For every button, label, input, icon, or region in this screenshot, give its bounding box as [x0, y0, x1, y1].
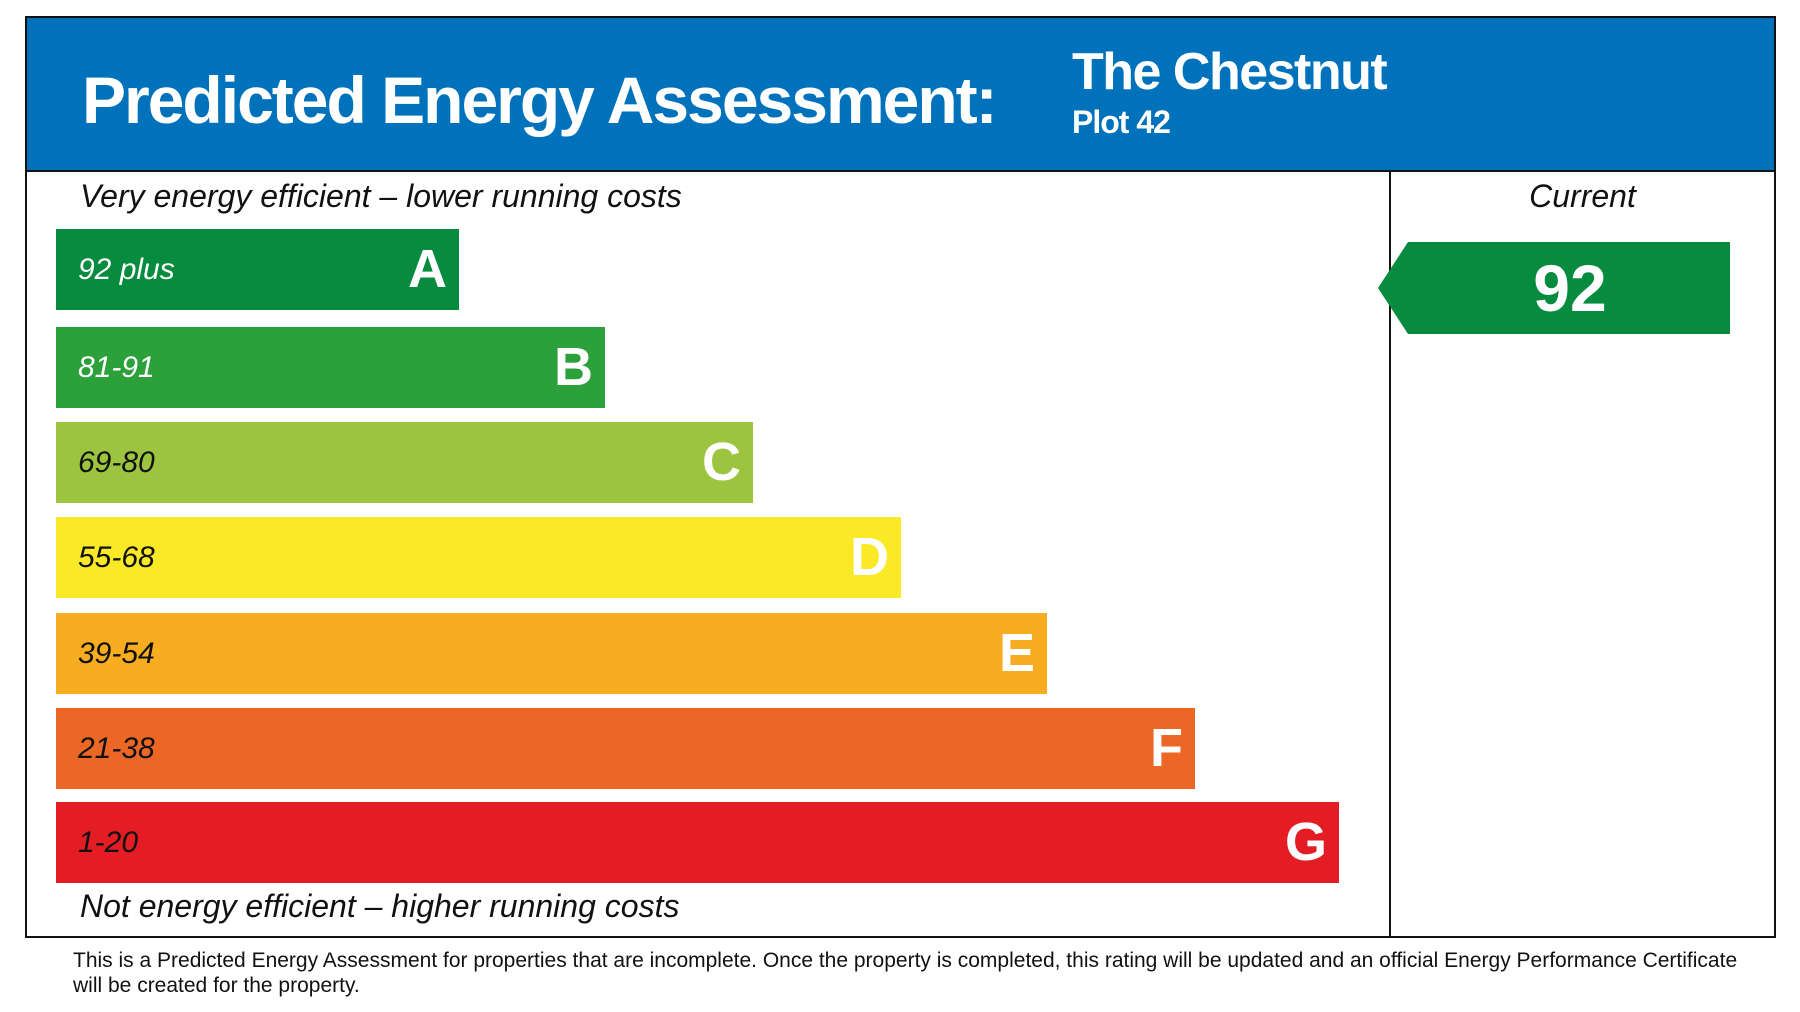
- header: Predicted Energy Assessment: The Chestnu…: [27, 18, 1774, 172]
- bottom-caption: Not energy efficient – higher running co…: [80, 888, 680, 924]
- column-divider: [1389, 172, 1391, 936]
- band-letter: B: [554, 337, 593, 397]
- band-f: 21-38 F: [56, 708, 1195, 789]
- band-range: 92 plus: [78, 253, 175, 286]
- energy-assessment-panel: Predicted Energy Assessment: The Chestnu…: [25, 16, 1776, 938]
- band-letter: G: [1284, 812, 1327, 872]
- band-e: 39-54 E: [56, 613, 1047, 694]
- current-rating-value: 92: [1533, 251, 1607, 325]
- band-letter: D: [850, 527, 889, 587]
- band-range: 21-38: [78, 732, 155, 765]
- band-d: 55-68 D: [56, 517, 901, 598]
- band-letter: F: [1150, 718, 1183, 778]
- band-range: 1-20: [78, 826, 139, 859]
- current-rating-arrow: [1378, 242, 1730, 334]
- band-a: 92 plus A: [56, 229, 459, 310]
- band-b: 81-91 B: [56, 327, 605, 408]
- top-caption: Very energy efficient – lower running co…: [80, 178, 682, 214]
- band-range: 69-80: [78, 446, 155, 479]
- band-letter: E: [998, 623, 1035, 683]
- property-name: The Chestnut: [1072, 43, 1388, 101]
- current-label: Current: [1529, 178, 1636, 214]
- page-title: Predicted Energy Assessment:: [82, 63, 998, 137]
- band-g: 1-20 G: [56, 802, 1339, 883]
- band-range: 81-91: [78, 351, 155, 384]
- band-range: 55-68: [78, 541, 155, 574]
- footer-note: This is a Predicted Energy Assessment fo…: [73, 949, 1738, 997]
- band-range: 39-54: [78, 637, 155, 670]
- band-letter: A: [408, 239, 447, 299]
- plot-number: Plot 42: [1072, 104, 1171, 140]
- band-c: 69-80 C: [56, 422, 753, 503]
- band-letter: C: [702, 432, 741, 492]
